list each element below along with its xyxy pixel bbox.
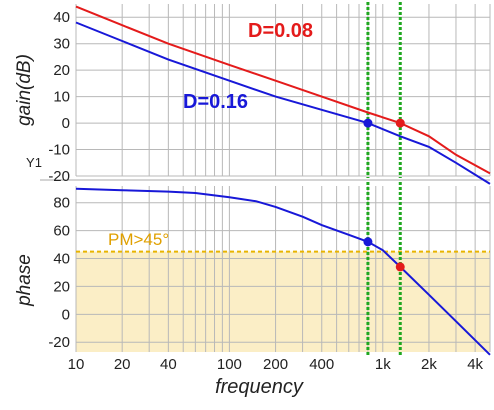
phase-y-tick-label: -20: [48, 334, 70, 351]
gain-markers: [363, 118, 405, 128]
phase-markers: [363, 237, 405, 272]
gain-crossover-marker: [395, 118, 405, 128]
x-tick-label: 100: [217, 356, 242, 373]
phase-grid: [75, 186, 491, 352]
gain-y-tick-label: 20: [53, 62, 70, 79]
x-tick-label: 20: [114, 356, 131, 373]
legend-label-d008: D=0.08: [248, 20, 313, 42]
phase-y-tick-label: 80: [53, 195, 70, 212]
gain-y-ticks: 40 30 20 10 0 -10 -20: [48, 9, 70, 185]
x-tick-label: 4k: [467, 356, 483, 373]
phase-series-line: [75, 187, 491, 356]
gain-y-tick-label: 0: [62, 115, 70, 132]
gain-crossover-lines: [366, 2, 402, 178]
gain-y-tick-label: 10: [53, 89, 70, 106]
gain-y-tick-label: 40: [53, 9, 70, 26]
x-tick-label: 200: [263, 356, 288, 373]
gain-y-tick-label: 30: [53, 36, 70, 53]
gain-y-axis-label: gain(dB): [14, 54, 35, 126]
gain-panel: 40 30 20 10 0 -10 -20 gain(dB) Y1 D=0.08 D=0.1…: [14, 2, 491, 185]
phase-y-tick-label: 60: [53, 223, 70, 240]
phase-crossover-marker: [363, 237, 373, 247]
legend-label-d016: D=0.16: [183, 91, 248, 113]
phase-margin-label: PM>45°: [108, 230, 169, 249]
phase-y-tick-label: 20: [53, 278, 70, 295]
x-tick-label: 1k: [375, 356, 391, 373]
x-tick-label: 400: [309, 356, 334, 373]
phase-y-tick-label: 0: [62, 306, 70, 323]
phase-y-tick-label: 40: [53, 251, 70, 268]
gain-crossover-marker: [363, 118, 373, 128]
phase-x-ticks: 10 20 40 100 200 400 1k 2k 4k: [68, 356, 484, 373]
phase-crossover-marker: [395, 262, 405, 272]
gain-y-tick-label: -20: [48, 168, 70, 185]
gain-series-line: [75, 5, 491, 175]
phase-y-ticks: 80 60 40 20 0 -20: [48, 195, 70, 351]
phase-y-axis-label: phase: [14, 254, 35, 307]
gain-series-line: [75, 21, 491, 185]
gain-series: [75, 5, 491, 185]
phase-margin-band: [76, 251, 490, 352]
phase-series: [75, 187, 491, 356]
gain-corner-label: Y1: [26, 155, 42, 170]
x-tick-label: 10: [68, 356, 85, 373]
gain-y-tick-label: -10: [48, 142, 70, 159]
gain-grid: [40, 4, 491, 181]
x-tick-label: 2k: [421, 356, 437, 373]
x-tick-label: 40: [160, 356, 177, 373]
x-axis-label: frequency: [215, 376, 304, 398]
